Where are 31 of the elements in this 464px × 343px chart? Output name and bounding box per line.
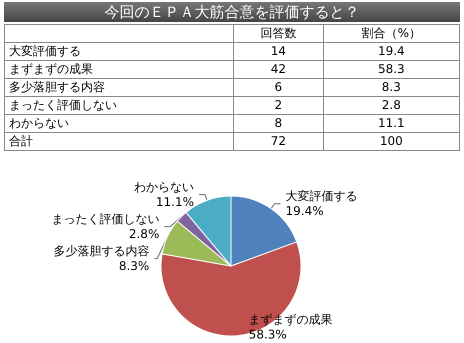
category-label: 合計 bbox=[4, 132, 234, 150]
data-label: 42 bbox=[234, 60, 324, 78]
data-label: 58.3 bbox=[323, 60, 460, 78]
slice-label: まったく評価しない bbox=[51, 212, 160, 226]
category-label: 大変評価する bbox=[4, 42, 234, 60]
data-label: 8.3 bbox=[323, 78, 460, 96]
data-label: 58.3% bbox=[248, 328, 287, 342]
category-label: まずまずの成果 bbox=[4, 60, 234, 78]
data-label: 19.4% bbox=[286, 204, 324, 218]
data-label: 11.1% bbox=[156, 195, 194, 210]
text: 回答数 bbox=[234, 24, 324, 42]
data-label: 8.3% bbox=[118, 259, 150, 274]
data-label: 2.8 bbox=[323, 96, 460, 114]
slice-label: 大変評価する bbox=[286, 189, 358, 204]
data-label: 14 bbox=[234, 42, 324, 60]
category-label: 多少落胆する内容 bbox=[4, 78, 234, 96]
data-label: 11.1 bbox=[323, 114, 460, 132]
data-label: 2.8% bbox=[128, 227, 160, 242]
slice-label: 多少落胆する内容 bbox=[53, 244, 150, 258]
category-label: わからない bbox=[4, 114, 234, 132]
slice-label: わからない bbox=[134, 180, 194, 194]
slice-label: まずまずの成果 bbox=[248, 312, 333, 326]
data-label: 2 bbox=[234, 96, 324, 114]
text: 今回のＥＰＡ大筋合意を評価すると？ bbox=[4, 2, 460, 22]
data-label: 100 bbox=[323, 132, 460, 150]
data-label: 6 bbox=[234, 78, 324, 96]
category-label: まったく評価しない bbox=[4, 96, 234, 114]
data-label: 8 bbox=[234, 114, 324, 132]
data-label: 19.4 bbox=[323, 42, 460, 60]
text: 割合（%） bbox=[323, 24, 460, 42]
data-label: 72 bbox=[234, 132, 324, 150]
